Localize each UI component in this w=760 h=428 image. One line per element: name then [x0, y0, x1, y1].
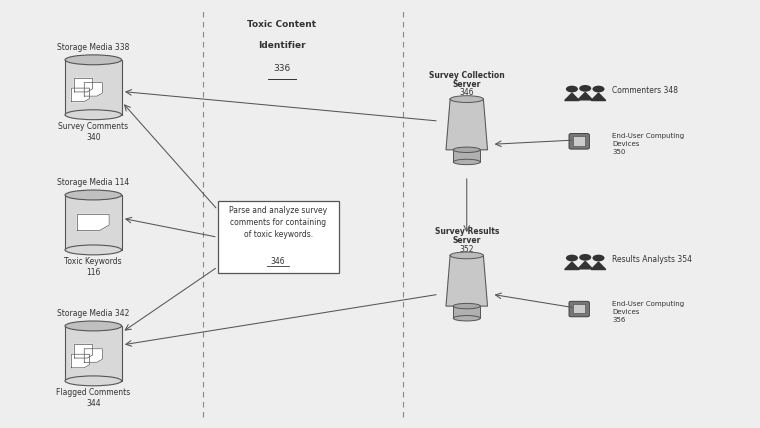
- Ellipse shape: [453, 159, 480, 165]
- Ellipse shape: [453, 315, 480, 321]
- Polygon shape: [578, 262, 593, 269]
- Text: 346: 346: [271, 257, 286, 266]
- Circle shape: [566, 86, 578, 92]
- Bar: [65, 195, 122, 250]
- Ellipse shape: [450, 96, 483, 102]
- Text: 340: 340: [86, 133, 100, 142]
- Circle shape: [579, 254, 591, 261]
- Text: Storage Media 342: Storage Media 342: [57, 309, 129, 318]
- Text: Results Analysts 354: Results Analysts 354: [613, 255, 692, 264]
- Ellipse shape: [453, 147, 480, 152]
- Text: Devices: Devices: [613, 141, 640, 147]
- Ellipse shape: [453, 303, 480, 309]
- Circle shape: [593, 255, 604, 262]
- Text: End-User Computing: End-User Computing: [613, 300, 685, 306]
- Text: Survey Comments: Survey Comments: [59, 122, 128, 131]
- Polygon shape: [565, 262, 579, 270]
- Text: 344: 344: [86, 399, 100, 408]
- Ellipse shape: [450, 252, 483, 259]
- Polygon shape: [565, 93, 579, 101]
- Text: 346: 346: [460, 89, 474, 98]
- Text: Commenters 348: Commenters 348: [613, 86, 679, 95]
- Ellipse shape: [65, 376, 122, 386]
- FancyBboxPatch shape: [569, 134, 589, 149]
- Text: Identifier: Identifier: [258, 41, 306, 50]
- Bar: [573, 136, 585, 146]
- Text: Toxic Content: Toxic Content: [247, 20, 316, 29]
- Bar: [65, 60, 122, 115]
- Polygon shape: [84, 83, 103, 96]
- Text: End-User Computing: End-User Computing: [613, 133, 685, 139]
- Text: Survey Collection: Survey Collection: [429, 71, 505, 80]
- Ellipse shape: [65, 245, 122, 255]
- Text: Storage Media 114: Storage Media 114: [57, 178, 129, 187]
- Circle shape: [593, 86, 604, 92]
- Polygon shape: [74, 78, 93, 92]
- Text: 336: 336: [274, 64, 290, 73]
- Text: Flagged Comments: Flagged Comments: [56, 388, 131, 397]
- Text: Parse and analyze survey
comments for containing
of toxic keywords.: Parse and analyze survey comments for co…: [229, 206, 328, 239]
- Text: Survey Results: Survey Results: [435, 227, 499, 236]
- Text: Server: Server: [452, 80, 481, 89]
- Polygon shape: [446, 256, 487, 306]
- Bar: [65, 326, 122, 381]
- FancyBboxPatch shape: [218, 201, 338, 273]
- FancyBboxPatch shape: [569, 301, 589, 317]
- Ellipse shape: [65, 190, 122, 200]
- Text: 116: 116: [86, 268, 100, 277]
- Bar: [453, 150, 480, 162]
- Polygon shape: [578, 92, 593, 100]
- Ellipse shape: [65, 321, 122, 331]
- Text: Devices: Devices: [613, 309, 640, 315]
- Text: 350: 350: [613, 149, 625, 155]
- Polygon shape: [71, 354, 90, 368]
- Text: 356: 356: [613, 317, 625, 323]
- Bar: [573, 304, 585, 313]
- Polygon shape: [74, 345, 93, 358]
- Text: Storage Media 338: Storage Media 338: [57, 43, 129, 52]
- Bar: [453, 306, 480, 318]
- Circle shape: [566, 255, 578, 262]
- Text: 352: 352: [460, 245, 474, 254]
- Polygon shape: [446, 99, 487, 150]
- Polygon shape: [84, 349, 103, 362]
- Polygon shape: [71, 88, 90, 101]
- Polygon shape: [78, 214, 109, 230]
- Ellipse shape: [65, 110, 122, 120]
- Polygon shape: [591, 93, 606, 101]
- Text: Toxic Keywords: Toxic Keywords: [65, 257, 122, 266]
- Polygon shape: [591, 262, 606, 270]
- Text: Server: Server: [452, 236, 481, 245]
- Circle shape: [579, 85, 591, 92]
- Ellipse shape: [65, 55, 122, 65]
